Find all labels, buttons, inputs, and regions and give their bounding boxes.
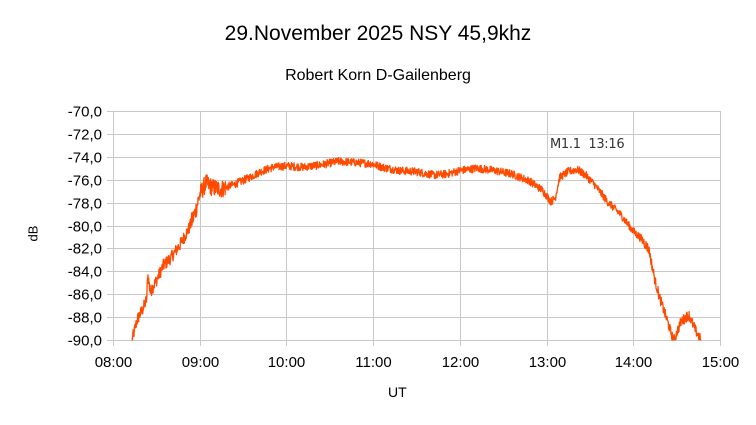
- y-tick-label: -76,0: [68, 173, 102, 190]
- x-tick-label: 08:00: [95, 354, 133, 371]
- x-tick-label: 12:00: [442, 354, 480, 371]
- y-tick-label: -82,0: [68, 241, 102, 258]
- y-tick-label: -78,0: [68, 196, 102, 213]
- y-tick-label: -80,0: [68, 219, 102, 236]
- x-tick-label: 11:00: [355, 354, 391, 371]
- y-tick-label: -86,0: [68, 287, 102, 304]
- y-tick-label: -74,0: [68, 150, 102, 167]
- x-tick-label: 09:00: [182, 354, 220, 371]
- y-tick-label: -90,0: [68, 333, 102, 350]
- y-tick-label: -88,0: [68, 310, 102, 327]
- gridlines: [107, 111, 721, 346]
- x-tick-label: 14:00: [615, 354, 653, 371]
- x-tick-label: 13:00: [529, 354, 567, 371]
- chart-subtitle: Robert Korn D-Gailenberg: [285, 67, 471, 84]
- y-tick-label: -84,0: [68, 264, 102, 281]
- flare-annotation: M1.1 13:16: [550, 137, 625, 152]
- y-tick-label: -70,0: [68, 104, 102, 121]
- axis-ticks: -70,0 -72,0 -74,0 -76,0 -78,0 -80,0 -82,0 -84,0…: [68, 104, 739, 372]
- chart-title: 29.November 2025 NSY 45,9khz: [224, 22, 532, 45]
- signal-line: [131, 156, 702, 341]
- y-tick-label: -72,0: [68, 127, 102, 144]
- x-tick-label: 15:00: [702, 354, 740, 371]
- x-tick-label: 10:00: [268, 354, 306, 371]
- x-axis-label: UT: [388, 384, 407, 400]
